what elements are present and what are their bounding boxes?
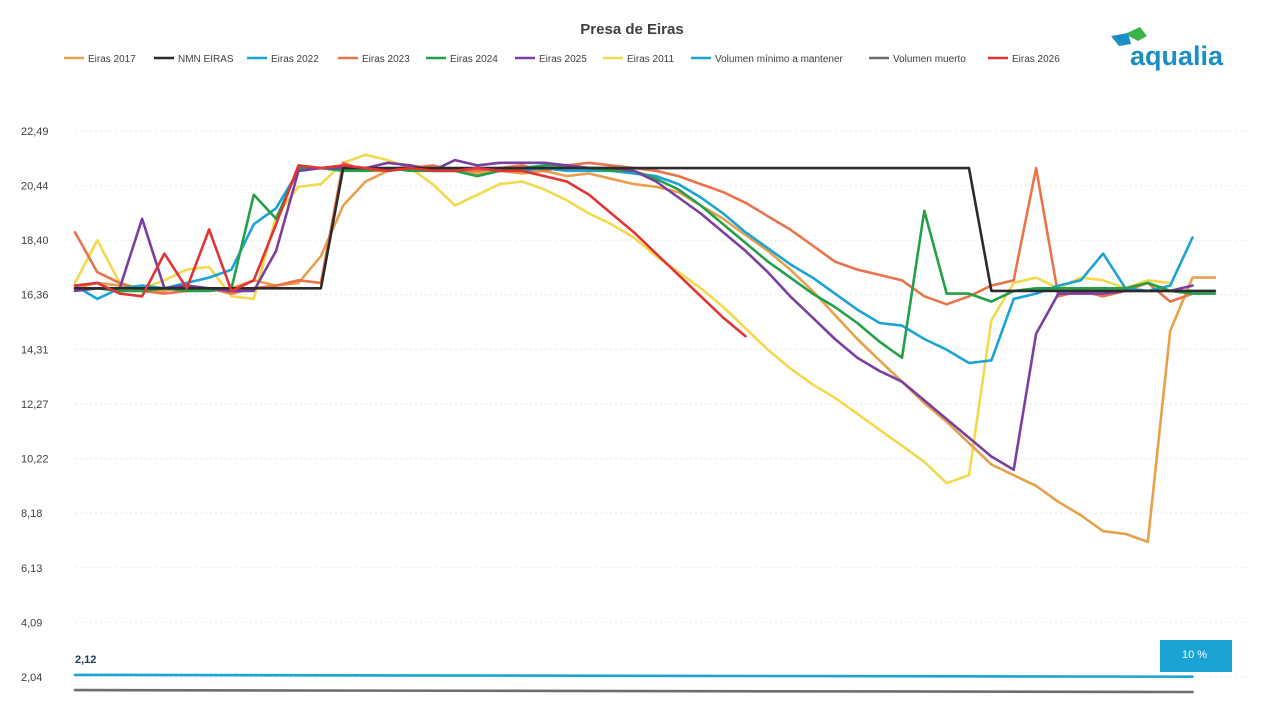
y-tick-label: 20,44 <box>21 181 49 193</box>
legend-label: Eiras 2023 <box>362 54 410 65</box>
y-tick-label: 10,22 <box>21 454 49 466</box>
legend-label: Eiras 2022 <box>271 54 319 65</box>
y-tick-label: 18,40 <box>21 235 49 247</box>
y-tick-label: 4,09 <box>21 617 42 629</box>
legend-label: Eiras 2017 <box>88 54 136 65</box>
series-line-nmn-eiras <box>73 166 1217 293</box>
percent-badge-box <box>1160 640 1232 672</box>
min-volume-annotation: 2,12 <box>75 654 96 666</box>
series-line-volumen-muerto <box>73 688 1194 694</box>
y-tick-label: 16,36 <box>21 290 49 302</box>
logo-mark-green-icon <box>1125 27 1147 41</box>
logo-text: aqualia <box>1130 41 1224 71</box>
legend-label: Eiras 2026 <box>1012 54 1060 65</box>
brand-logo: aqualia <box>1111 27 1224 71</box>
series-line-eiras-2022 <box>73 166 1194 365</box>
series-line-eiras-2024 <box>73 164 1217 359</box>
y-tick-label: 6,13 <box>21 563 42 575</box>
percent-badge: 10 % <box>1160 640 1232 672</box>
logo-mark-blue-icon <box>1111 33 1131 46</box>
series-line-eiras-2026 <box>73 164 747 338</box>
y-tick-label: 2,04 <box>21 672 42 684</box>
y-tick-label: 14,31 <box>21 344 49 356</box>
y-tick-label: 8,18 <box>21 508 42 520</box>
legend-label: Eiras 2011 <box>627 54 675 65</box>
legend-label: Eiras 2024 <box>450 54 498 65</box>
series-line-volumen-minimo-a-mantener <box>73 673 1194 678</box>
legend-label: NMN EIRAS <box>178 54 234 65</box>
chart-title: Presa de Eiras <box>580 21 683 38</box>
y-tick-label: 22,49 <box>21 126 49 138</box>
y-tick-label: 12,27 <box>21 399 49 411</box>
legend: Eiras 2017 NMN EIRAS Eiras 2022 Eiras 2023 E… <box>64 54 1060 65</box>
percent-badge-label: 10 % <box>1182 649 1207 661</box>
series-layer <box>73 153 1217 694</box>
grid-lines <box>75 130 1250 678</box>
series-line-eiras-2017 <box>73 164 1217 544</box>
y-axis-ticks: 22,49 20,44 18,40 16,36 14,31 12,27 10,22 8,18 6… <box>21 126 49 684</box>
series-line-eiras-2025 <box>73 158 1194 472</box>
legend-label: Volumen mínimo a mantener <box>715 54 844 65</box>
legend-label: Volumen muerto <box>893 54 966 65</box>
legend-label: Eiras 2025 <box>539 54 587 65</box>
